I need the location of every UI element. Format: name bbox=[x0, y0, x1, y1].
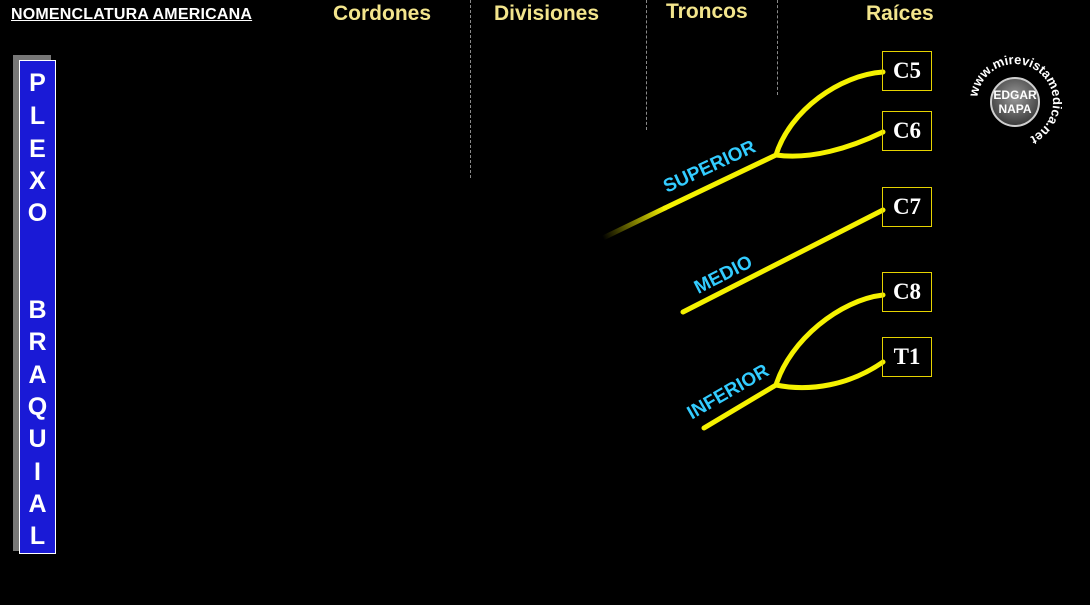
root-box-c5: C5 bbox=[882, 51, 932, 91]
sidebar-letter: Q bbox=[27, 393, 48, 421]
sidebar-letter: B bbox=[28, 296, 47, 324]
edgar-napa-logo: www.mirevistamedica.net EDGAR NAPA bbox=[968, 55, 1062, 148]
root-c8-branch bbox=[773, 292, 886, 388]
sidebar-letter: E bbox=[29, 135, 46, 163]
sidebar-letter: R bbox=[28, 328, 47, 356]
sidebar-letter: X bbox=[29, 167, 46, 195]
superior-trunk bbox=[662, 152, 779, 211]
sidebar-letter: P bbox=[29, 69, 46, 97]
sidebar-letter: A bbox=[28, 361, 47, 389]
root-box-c6: C6 bbox=[882, 111, 932, 151]
sidebar-letter: U bbox=[28, 425, 47, 453]
root-t1-branch bbox=[773, 359, 886, 391]
sidebar-letter: O bbox=[27, 199, 48, 227]
root-box-c7: C7 bbox=[882, 187, 932, 227]
sidebar-letter: A bbox=[28, 490, 47, 518]
logo-name-line2: NAPA bbox=[998, 102, 1031, 116]
root-c6-branch bbox=[773, 129, 886, 159]
middle-trunk bbox=[680, 207, 886, 315]
superior-trunk-fade bbox=[600, 205, 668, 241]
column-divider bbox=[646, 0, 647, 130]
column-divider bbox=[470, 0, 471, 178]
column-header-troncos: Troncos bbox=[666, 0, 748, 23]
column-header-cordones: Cordones bbox=[333, 2, 432, 25]
sidebar-letter: I bbox=[34, 458, 41, 486]
column-header-divisiones: Divisiones bbox=[494, 2, 600, 25]
column-header-raices: Raíces bbox=[866, 2, 934, 25]
root-box-t1: T1 bbox=[882, 337, 932, 377]
root-c5-branch bbox=[773, 69, 886, 158]
sidebar-plexo-braquial: P L E X O B R A Q U I A L bbox=[19, 60, 56, 554]
page-title: NOMENCLATURA AMERICANA bbox=[11, 6, 253, 23]
sidebar-letter: L bbox=[29, 102, 46, 130]
sidebar-letter: L bbox=[29, 522, 46, 550]
root-box-c8: C8 bbox=[882, 272, 932, 312]
logo-name-line1: EDGAR bbox=[993, 88, 1037, 102]
inferior-trunk bbox=[701, 382, 779, 431]
column-divider bbox=[777, 0, 778, 95]
